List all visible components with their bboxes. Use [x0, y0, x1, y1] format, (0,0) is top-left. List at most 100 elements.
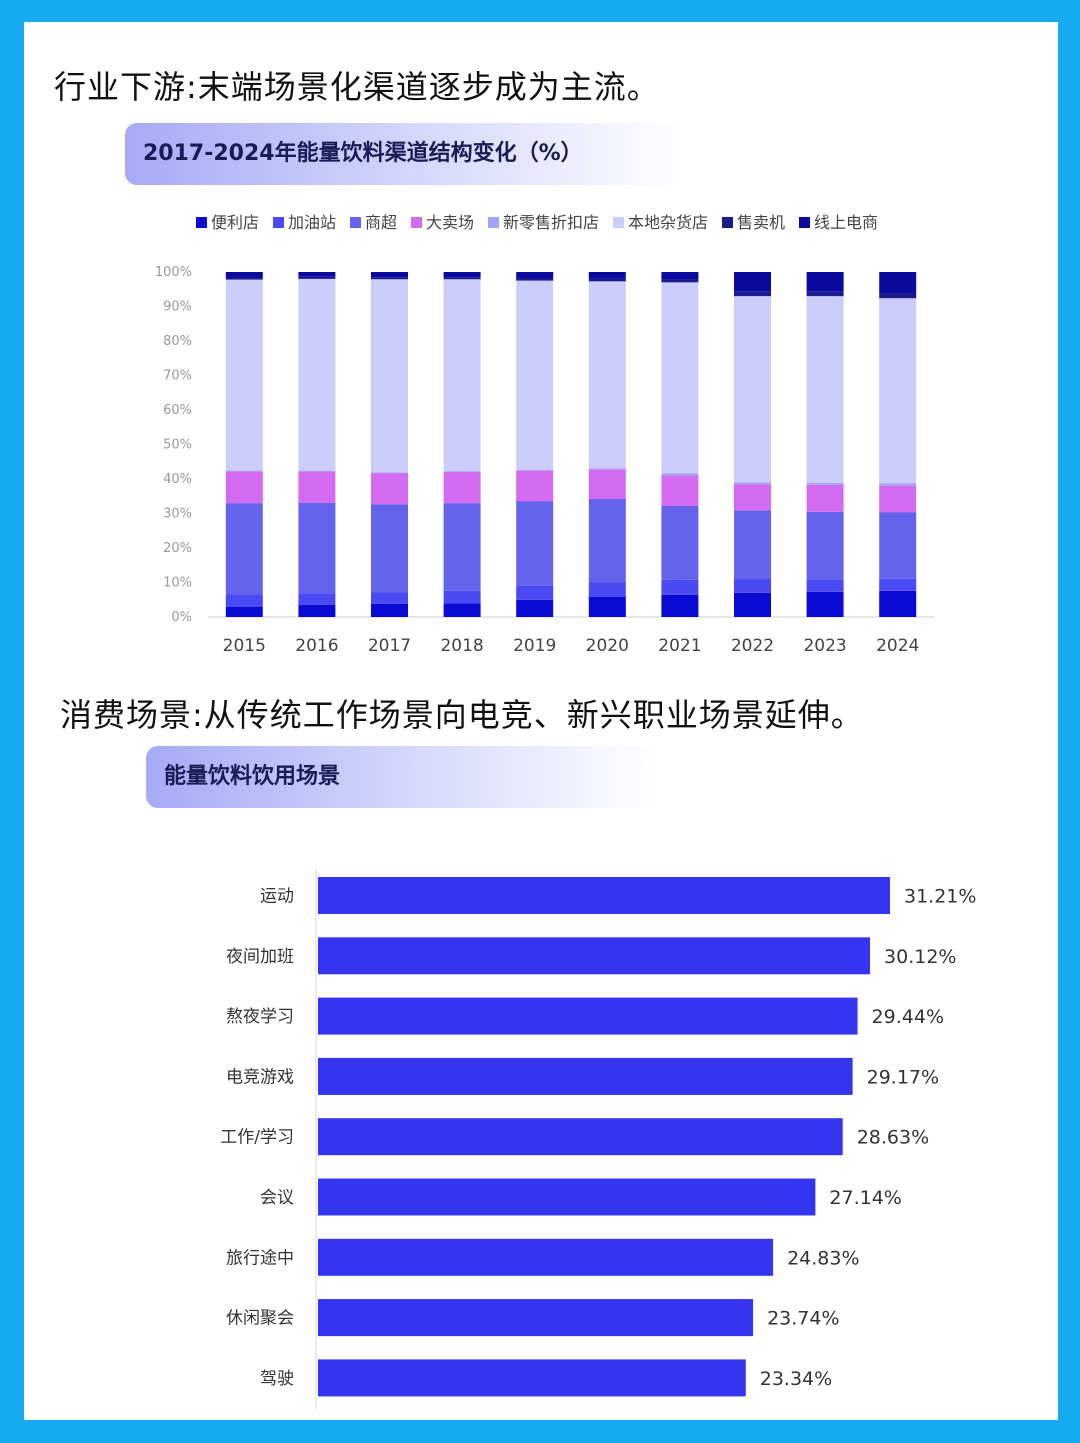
- legend-swatch-4: [488, 217, 499, 228]
- legend-label-7: 线上电商: [814, 213, 878, 232]
- y-tick-label-6: 60%: [163, 403, 192, 418]
- bar-segment-2023-4: [806, 482, 844, 485]
- bar-segment-2024-5: [879, 298, 917, 484]
- x-tick-label-9: 2024: [876, 636, 919, 656]
- bar-segment-2024-6: [879, 293, 917, 299]
- value-label-4: 28.63%: [857, 1127, 929, 1149]
- value-label-3: 29.17%: [867, 1066, 939, 1088]
- bar-segment-2023-5: [806, 296, 844, 483]
- bar-segment-2023-0: [806, 591, 844, 617]
- bar-segment-2021-1: [661, 579, 699, 595]
- legend-swatch-6: [722, 217, 733, 228]
- bar-segment-2019-7: [516, 272, 554, 279]
- bar-segment-2016-7: [298, 272, 336, 277]
- bar-segment-2018-5: [443, 279, 481, 472]
- x-tick-label-5: 2020: [586, 636, 629, 656]
- bar-segment-2017-5: [371, 279, 408, 473]
- bar-segment-2016-1: [298, 593, 336, 605]
- y-tick-label-7: 70%: [163, 369, 192, 384]
- bar-segment-2016-5: [298, 278, 336, 471]
- bar-segment-2017-1: [371, 592, 408, 604]
- content-card: 行业下游:末端场景化渠道逐步成为主流。 2017-2024年能量饮料渠道结构变化…: [24, 22, 1058, 1420]
- bar-segment-2024-1: [879, 578, 917, 591]
- bar-segment-2018-3: [443, 471, 481, 504]
- legend-label-2: 商超: [365, 213, 397, 232]
- bar-segment-2024-3: [879, 485, 917, 513]
- bar-segment-2015-5: [225, 279, 263, 471]
- bar-segment-2015-2: [225, 503, 263, 595]
- legend-label-0: 便利店: [211, 213, 259, 232]
- legend-swatch-5: [613, 217, 624, 228]
- bar-segment-2020-6: [588, 278, 626, 282]
- bar-segment-2022-5: [734, 296, 771, 483]
- bar-segment-2019-3: [516, 470, 554, 502]
- legend-swatch-3: [411, 217, 422, 228]
- bar-segment-2022-4: [734, 482, 771, 485]
- bar-segment-2020-4: [588, 468, 626, 470]
- bar-segment-2020-5: [588, 281, 626, 469]
- bar-segment-2022-2: [734, 510, 771, 580]
- bar-segment-2017-0: [371, 603, 408, 617]
- bar-segment-2017-7: [371, 272, 408, 278]
- category-label-1: 夜间加班: [226, 947, 294, 967]
- y-tick-label-0: 0%: [171, 610, 192, 625]
- bar-segment-2016-2: [298, 502, 336, 594]
- bar-segment-2023-1: [806, 579, 844, 592]
- value-label-7: 23.74%: [767, 1308, 839, 1330]
- category-label-7: 休闲聚会: [226, 1309, 294, 1329]
- x-tick-label-7: 2022: [731, 636, 774, 656]
- legend-label-4: 新零售折扣店: [503, 213, 599, 232]
- bar-segment-2019-5: [516, 280, 554, 470]
- bar-segment-2019-1: [516, 585, 554, 600]
- bar-segment-2019-6: [516, 278, 554, 281]
- bar-segment-2018-1: [443, 590, 481, 604]
- bar-segment-2020-0: [588, 596, 626, 617]
- bar-segment-2022-3: [734, 484, 771, 511]
- bar-segment-2016-6: [298, 276, 336, 279]
- bar-segment-2015-1: [225, 594, 263, 607]
- x-tick-label-6: 2021: [658, 636, 701, 656]
- category-label-3: 电竞游戏: [226, 1067, 294, 1087]
- value-label-6: 24.83%: [787, 1247, 859, 1269]
- value-label-1: 30.12%: [884, 946, 956, 968]
- bar-segment-2016-0: [298, 604, 336, 617]
- y-tick-label-8: 80%: [163, 334, 192, 349]
- y-tick-label-10: 100%: [155, 265, 192, 280]
- bar-segment-2018-4: [443, 471, 481, 472]
- y-tick-label-1: 10%: [163, 576, 192, 591]
- bar-segment-2023-3: [806, 484, 844, 512]
- bar-4: [318, 1118, 843, 1156]
- x-tick-label-0: 2015: [223, 636, 266, 656]
- bar-3: [318, 1057, 853, 1095]
- y-tick-label-5: 50%: [163, 438, 192, 453]
- bar-segment-2015-7: [225, 272, 263, 278]
- legend-label-5: 本地杂货店: [628, 213, 708, 232]
- bar-1: [318, 937, 871, 975]
- bar-segment-2024-0: [879, 590, 917, 617]
- chart-title-drinking-scenarios: 能量饮料饮用场景: [146, 746, 656, 808]
- bar-2: [318, 997, 858, 1035]
- bar-segment-2019-4: [516, 469, 554, 471]
- bar-segment-2021-4: [661, 473, 699, 476]
- x-tick-label-8: 2023: [803, 636, 846, 656]
- bar-segment-2021-0: [661, 594, 699, 617]
- value-label-0: 31.21%: [904, 886, 976, 908]
- legend-swatch-7: [799, 217, 810, 228]
- bar-segment-2022-7: [734, 272, 771, 292]
- section-heading-scenarios: 消费场景:从传统工作场景向电竞、新兴职业场景延伸。: [60, 696, 864, 734]
- bar-segment-2018-0: [443, 603, 481, 617]
- bar-segment-2018-7: [443, 272, 481, 278]
- bar-segment-2015-3: [225, 471, 263, 504]
- bar-segment-2020-7: [588, 272, 626, 279]
- bar-7: [318, 1299, 754, 1337]
- bar-segment-2017-6: [371, 277, 408, 280]
- legend-swatch-2: [350, 217, 361, 228]
- bar-segment-2021-6: [661, 279, 699, 283]
- bar-segment-2021-2: [661, 505, 699, 580]
- bar-segment-2023-7: [806, 272, 844, 292]
- bar-0: [318, 877, 890, 914]
- legend-label-1: 加油站: [288, 213, 336, 232]
- bar-segment-2019-2: [516, 501, 554, 586]
- bar-6: [318, 1238, 774, 1276]
- bar-segment-2020-2: [588, 499, 626, 583]
